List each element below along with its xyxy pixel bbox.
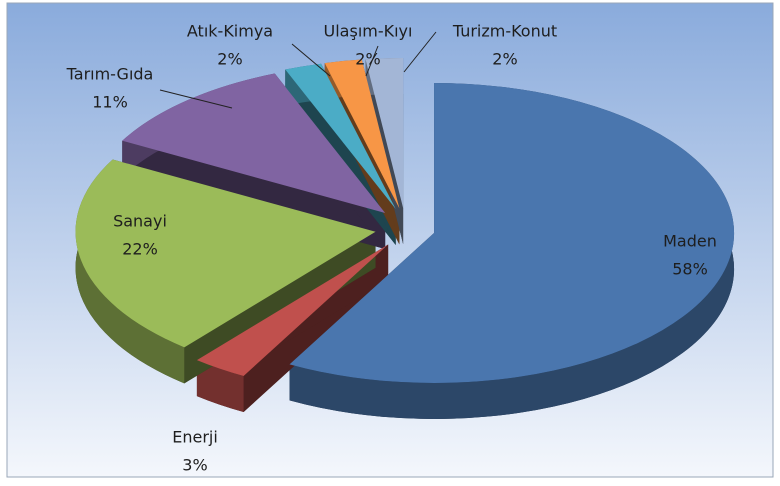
slice-label: Enerji	[172, 428, 218, 447]
slice-value-label: 2%	[355, 50, 380, 69]
slice-value-label: 2%	[492, 50, 517, 69]
slice	[75, 159, 376, 348]
slice-value-label: 3%	[182, 456, 207, 475]
slice-value-label: 2%	[217, 50, 242, 69]
slice-value-label: 22%	[122, 240, 158, 259]
slice-outer-side	[75, 159, 185, 384]
slice	[285, 63, 396, 209]
slice-label: Atık-Kimya	[187, 22, 273, 41]
leader-line	[159, 89, 233, 109]
leader-line	[291, 43, 331, 77]
slice-label: Maden	[663, 232, 717, 251]
slice-label: Turizm-Konut	[452, 22, 557, 41]
slice	[365, 58, 404, 209]
slice-label: Tarım-Gıda	[66, 65, 154, 84]
slice-value-label: 11%	[92, 93, 128, 112]
slice-outer-side	[196, 360, 244, 412]
slice-label: Ulaşım-Kıyı	[324, 22, 413, 41]
leader-line	[403, 31, 437, 73]
slice	[324, 59, 400, 209]
slice	[289, 82, 735, 383]
slice-label: Sanayi	[113, 212, 167, 231]
slice	[196, 244, 389, 376]
slice-outer-side	[289, 82, 735, 419]
slice	[122, 73, 386, 213]
slice-value-label: 58%	[672, 260, 708, 279]
leader-line	[365, 45, 379, 77]
